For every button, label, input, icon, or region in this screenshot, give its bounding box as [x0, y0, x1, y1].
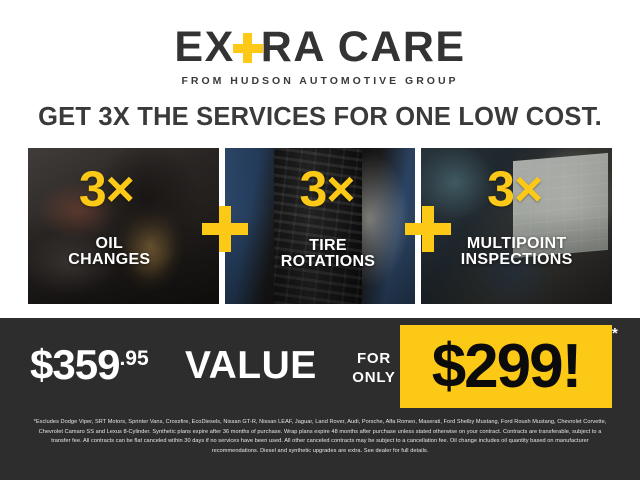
multipoint-inspection-photo	[421, 148, 613, 304]
service-label: TIRE ROTATIONS	[280, 236, 376, 271]
sale-price-value: $299!	[431, 332, 583, 401]
service-panel-tire-rotations: 3× TIRE ROTATIONS	[224, 148, 416, 304]
brand-tagline: FROM HUDSON AUTOMOTIVE GROUP	[181, 75, 459, 87]
service-label-line-2: CHANGES	[68, 251, 151, 269]
logo-text-after-plus: RA CARE	[260, 23, 466, 71]
page-headline: GET 3X THE SERVICES FOR ONE LOW COST.	[38, 103, 602, 131]
service-panel-oil-changes: 3× OIL CHANGES	[28, 148, 219, 304]
for-only-label: FOR ONLY	[348, 350, 400, 388]
service-panel-content: 3× TIRE ROTATIONS	[225, 148, 416, 304]
sale-price-box: $299!	[400, 325, 612, 408]
tire-rotation-photo	[224, 148, 416, 304]
plus-separator-icon-1	[202, 206, 248, 252]
service-multiplier: 3×	[487, 161, 543, 217]
value-word-label: VALUE	[185, 344, 317, 387]
original-value-amount: $359.95	[30, 344, 149, 386]
service-label-line-1: TIRE	[309, 236, 347, 254]
photo-overlay-shade	[28, 148, 219, 304]
for-only-line-2: ONLY	[352, 368, 396, 386]
offer-price-row: $359.95 VALUE FOR ONLY $299! *	[0, 318, 640, 410]
service-panel-multipoint-inspections: 3× MULTIPOINT INSPECTIONS	[421, 148, 613, 304]
service-multiplier: 3×	[78, 161, 135, 217]
original-value-cents: .95	[119, 347, 149, 370]
service-panel-content: 3× OIL CHANGES	[28, 148, 219, 304]
service-label-line-2: INSPECTIONS	[460, 251, 573, 269]
service-panel-content: 3× MULTIPOINT INSPECTIONS	[421, 148, 612, 304]
logo-text-before-plus: EX	[174, 23, 235, 71]
legal-disclaimer: *Excludes Dodge Viper, SRT Motors, Sprin…	[33, 419, 607, 454]
service-label-line-2: ROTATIONS	[280, 253, 376, 271]
price-asterisk-marker: *	[612, 325, 618, 342]
services-panel-row: 3× OIL CHANGES 3× TIRE ROTATIONS	[28, 148, 613, 304]
plus-separator-icon-2	[405, 206, 451, 252]
photo-overlay-shade	[224, 148, 416, 304]
service-label-line-1: OIL	[95, 234, 124, 252]
plus-icon	[232, 33, 263, 63]
logo-wordmark: EX RA CARE	[174, 26, 465, 69]
original-value-dollars: $359	[30, 341, 120, 388]
photo-overlay-shade	[421, 148, 613, 304]
service-label: OIL CHANGES	[68, 234, 151, 269]
for-only-line-1: FOR	[356, 350, 392, 367]
service-label-line-1: MULTIPOINT	[466, 234, 567, 252]
service-multiplier: 3×	[299, 161, 356, 217]
tire-tread-texture	[274, 148, 362, 304]
oil-pouring-photo	[28, 148, 219, 304]
offer-banner: $359.95 VALUE FOR ONLY $299! * *Excludes…	[0, 318, 640, 480]
service-label: MULTIPOINT INSPECTIONS	[460, 234, 573, 269]
brand-logo: EX RA CARE FROM HUDSON AUTOMOTIVE GROUP	[0, 26, 640, 88]
